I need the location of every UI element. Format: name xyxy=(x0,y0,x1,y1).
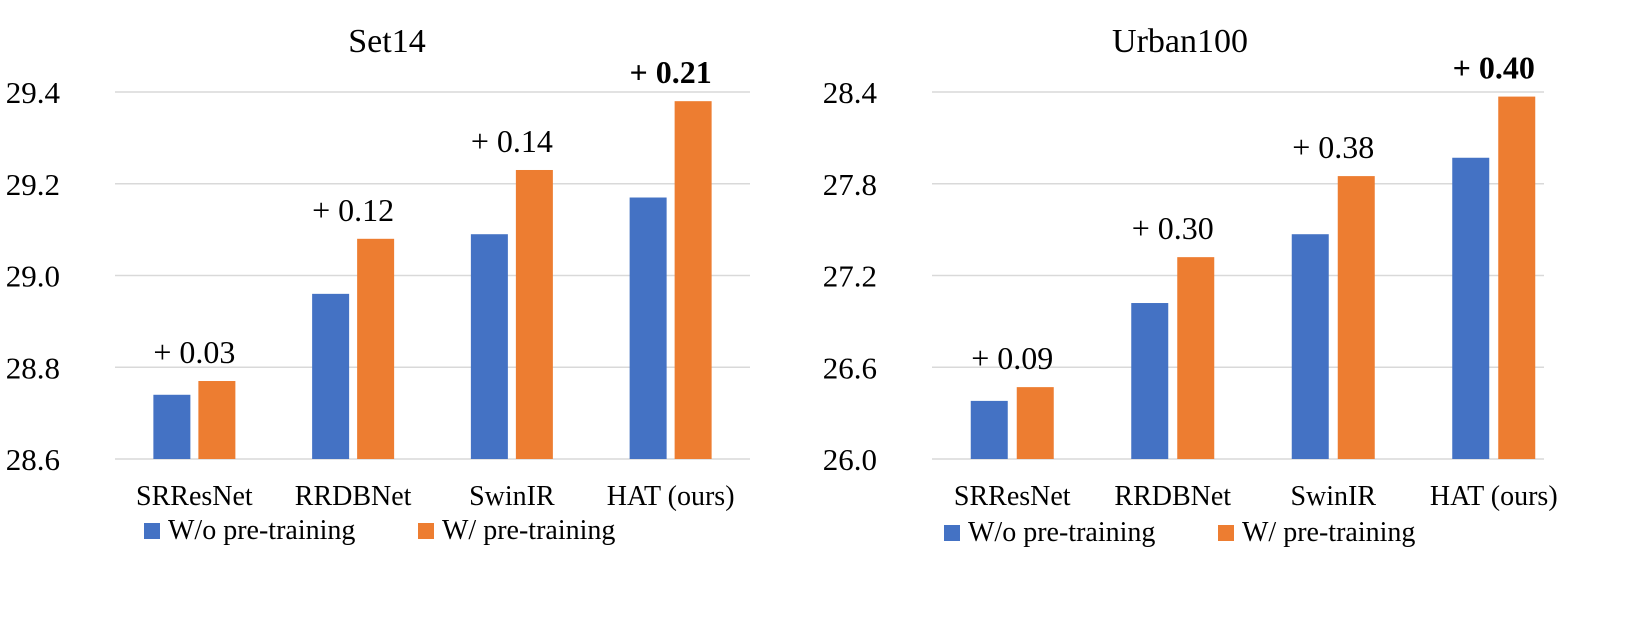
bar-without-pretraining xyxy=(1291,234,1329,459)
legend-label: W/ pre-training xyxy=(442,515,615,546)
chart-panel-set14: Set14 28.6 28.8 29.0 29.2 29.4 + 0.03 SRResNet +… xyxy=(0,0,800,618)
gain-annotation: + 0.38 xyxy=(1292,129,1374,165)
y-tick-label: 29.4 xyxy=(6,75,61,110)
bar-with-pretraining xyxy=(357,238,395,459)
gain-annotation: + 0.12 xyxy=(312,192,394,228)
bar-without-pretraining xyxy=(312,293,350,459)
bar-without-pretraining xyxy=(1452,157,1490,460)
gain-annotation: + 0.21 xyxy=(630,54,712,90)
x-tick-label: HAT (ours) xyxy=(1430,481,1558,512)
gain-annotation: + 0.40 xyxy=(1453,50,1535,86)
chart-title: Set14 xyxy=(348,23,425,60)
bar-with-pretraining xyxy=(1177,257,1215,459)
y-tick-label: 26.6 xyxy=(823,350,877,385)
bar-with-pretraining xyxy=(515,169,553,460)
x-tick-label: RRDBNet xyxy=(1114,481,1231,512)
bar-with-pretraining xyxy=(1016,387,1054,459)
x-tick-label: SwinIR xyxy=(469,481,555,512)
x-tick-label: HAT (ours) xyxy=(607,481,735,512)
y-tick-label: 26.0 xyxy=(823,442,877,477)
x-tick-label: SRResNet xyxy=(954,481,1071,512)
y-tick-label: 27.8 xyxy=(823,167,877,202)
gain-annotation: + 0.14 xyxy=(471,123,553,159)
bar-with-pretraining xyxy=(198,381,236,459)
bar-without-pretraining xyxy=(470,234,508,459)
chart-title: Urban100 xyxy=(1112,23,1248,60)
y-tick-label: 28.6 xyxy=(6,442,60,477)
x-tick-label: SRResNet xyxy=(136,481,253,512)
y-tick-label: 29.2 xyxy=(6,167,60,202)
bar-without-pretraining xyxy=(970,400,1008,459)
y-tick-label: 28.8 xyxy=(6,350,60,385)
y-tick-label: 29.0 xyxy=(6,259,60,294)
x-tick-label: SwinIR xyxy=(1290,481,1376,512)
legend-swatch xyxy=(144,523,160,539)
legend-label: W/ pre-training xyxy=(1242,517,1415,548)
legend-label: W/o pre-training xyxy=(968,517,1155,548)
legend-swatch xyxy=(1218,525,1234,541)
gain-annotation: + 0.30 xyxy=(1132,210,1214,246)
legend-swatch xyxy=(944,525,960,541)
legend-label: W/o pre-training xyxy=(168,515,355,546)
chart-panel-urban100: Urban100 26.0 26.6 27.2 27.8 28.4 + 0.09 SRResN… xyxy=(800,0,1648,618)
y-tick-label: 27.2 xyxy=(823,259,877,294)
urban100-bar-chart: Urban100 26.0 26.6 27.2 27.8 28.4 + 0.09 SRResN… xyxy=(823,23,1558,548)
gain-annotation: + 0.03 xyxy=(153,334,235,370)
bar-with-pretraining xyxy=(1498,96,1536,460)
y-tick-label: 28.4 xyxy=(823,75,878,110)
bar-with-pretraining xyxy=(674,101,712,460)
bar-with-pretraining xyxy=(1337,176,1375,459)
bar-without-pretraining xyxy=(629,197,667,459)
bar-without-pretraining xyxy=(1131,303,1169,459)
gain-annotation: + 0.09 xyxy=(971,340,1053,376)
bar-without-pretraining xyxy=(153,394,191,459)
set14-bar-chart: Set14 28.6 28.8 29.0 29.2 29.4 + 0.03 SRResNet +… xyxy=(6,23,750,546)
x-tick-label: RRDBNet xyxy=(295,481,412,512)
legend-swatch xyxy=(418,523,434,539)
